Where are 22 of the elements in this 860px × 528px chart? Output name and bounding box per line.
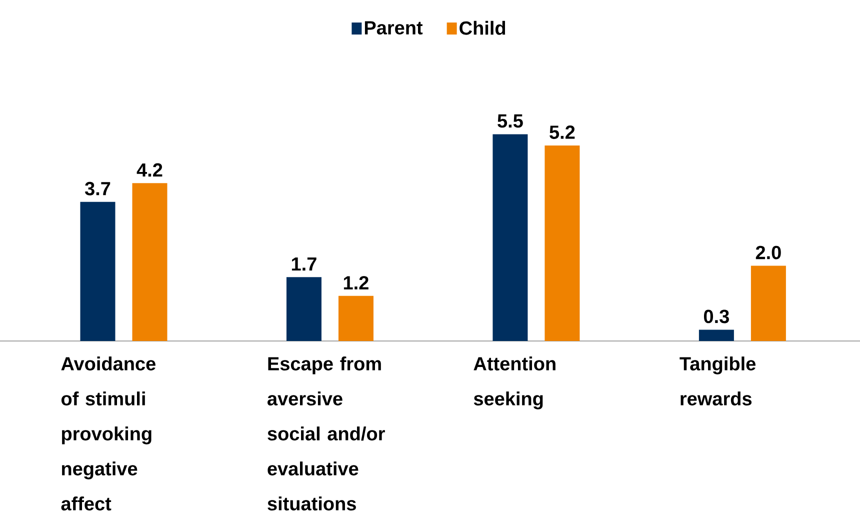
- bar: [132, 183, 168, 342]
- data-label: 1.2: [344, 276, 368, 290]
- x-tick-label: Tangible rewards: [680, 356, 756, 406]
- bar: [338, 296, 374, 342]
- x-tick-label: Attention seeking: [474, 356, 556, 410]
- x-tick-label: Escape from aversive social and/or evaluative situations: [268, 356, 385, 510]
- bar: [286, 277, 322, 342]
- legend-label: Parent: [364, 21, 423, 34]
- data-label: 5.5: [498, 114, 523, 128]
- bar: [80, 202, 116, 342]
- data-label: 0.3: [704, 310, 729, 324]
- bar: [544, 145, 580, 342]
- data-label: 4.2: [136, 163, 162, 177]
- data-label: 3.7: [84, 182, 110, 196]
- data-label: 1.7: [292, 257, 316, 271]
- x-tick-label: Avoidance of stimuli provoking negative affect: [61, 356, 156, 510]
- bar: [698, 330, 734, 342]
- legend-label: Child: [460, 20, 506, 35]
- data-label: 5.2: [550, 125, 575, 139]
- bar: [492, 134, 528, 342]
- data-label: 2.0: [756, 246, 781, 260]
- bar: [750, 266, 786, 342]
